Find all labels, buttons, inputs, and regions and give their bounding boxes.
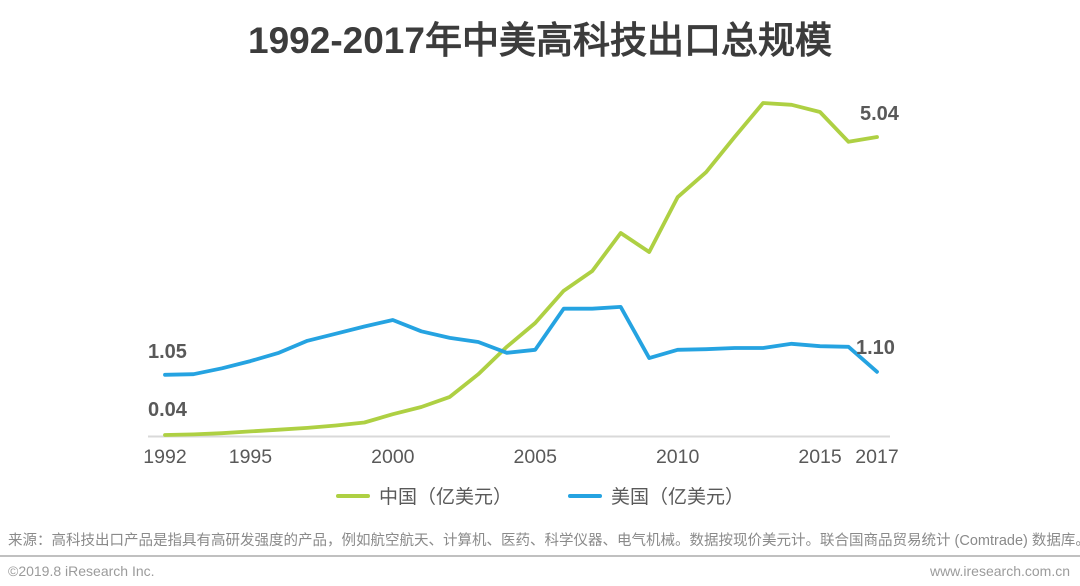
us-line <box>163 304 879 377</box>
legend-label-us: 美国（亿美元） <box>611 487 745 508</box>
x-tick-label: 2000 <box>371 446 415 468</box>
point-label: 5.04 <box>860 103 900 125</box>
point-label: 1.10 <box>856 337 895 359</box>
x-tick-label: 2010 <box>656 446 700 468</box>
website-link[interactable]: www.iresearch.com.cn <box>929 563 1070 579</box>
point-label: 1.05 <box>148 341 187 363</box>
us-line-swatch <box>568 493 602 498</box>
legend-item-us: 美国（亿美元） <box>568 482 744 509</box>
x-tick-label: 1992 <box>143 446 186 468</box>
x-tick-label: 2005 <box>514 446 558 468</box>
point-label: 0.04 <box>148 399 188 421</box>
chart-title: 1992-2017年中美高科技出口总规模 <box>248 20 832 61</box>
legend-label-china: 中国（亿美元） <box>378 487 512 508</box>
x-tick-label: 2017 <box>855 446 898 468</box>
legend-item-china: 中国（亿美元） <box>335 482 512 509</box>
line-chart: 1992 1995 2000 2005 2010 2015 2017 0.04 1.05 5.04… <box>143 101 900 468</box>
copyright-text: ©2019.8 iResearch Inc. <box>8 563 155 579</box>
x-tick-label: 2015 <box>798 446 842 468</box>
footer-divider <box>0 555 1080 557</box>
source-note: 来源：高科技出口产品是指具有高研发强度的产品，例如航空航天、计算机、医药、科学仪… <box>8 533 1080 549</box>
china-line-swatch <box>335 493 370 498</box>
legend: 中国（亿美元） 美国（亿美元） <box>0 482 1080 509</box>
china-line <box>163 101 879 437</box>
x-tick-label: 1995 <box>229 446 273 468</box>
